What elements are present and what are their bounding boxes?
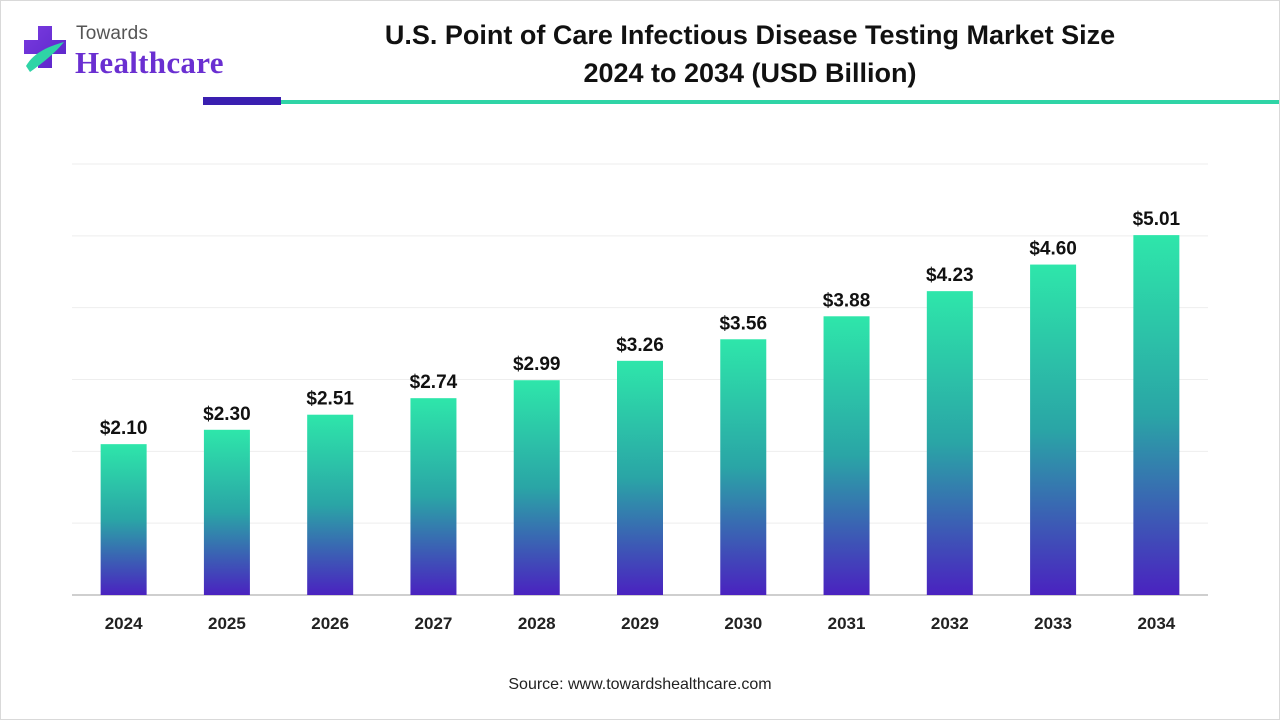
x-tick-label-2031: 2031 [828, 614, 866, 633]
value-label-2026: $2.51 [306, 389, 354, 410]
value-label-2030: $3.56 [719, 313, 767, 334]
medical-cross-icon [24, 26, 66, 72]
bar-2025 [203, 429, 250, 595]
value-labels: $2.10 $2.30 $2.51 $2.74 $2.99 $3.26 $3.56 $3.88… [100, 209, 1181, 439]
x-tick-label-2025: 2025 [208, 614, 246, 633]
x-tick-label-2032: 2032 [931, 614, 969, 633]
brand-logo: Towards Healthcare [20, 22, 240, 82]
bar-2024 [100, 444, 147, 595]
chart-title-line-1: U.S. Point of Care Infectious Disease Te… [384, 20, 1116, 50]
x-tick-label-2030: 2030 [724, 614, 762, 633]
value-label-2031: $3.88 [823, 290, 871, 311]
x-axis-ticks: 2024 2025 2026 2027 2028 2029 2030 2031 2032 2033… [105, 614, 1176, 633]
value-label-2033: $4.60 [1029, 239, 1077, 260]
x-tick-label-2033: 2033 [1034, 614, 1072, 633]
value-label-2025: $2.30 [203, 404, 251, 425]
logo-text-towards: Towards [76, 23, 149, 44]
value-label-2028: $2.99 [513, 354, 561, 375]
bar-2026 [307, 414, 354, 595]
bar-2030 [720, 339, 767, 595]
x-tick-label-2027: 2027 [415, 614, 453, 633]
value-label-2029: $3.26 [616, 335, 664, 356]
bar-2032 [926, 291, 973, 595]
x-tick-label-2024: 2024 [105, 614, 143, 633]
x-tick-label-2026: 2026 [311, 614, 349, 633]
x-tick-label-2034: 2034 [1137, 614, 1175, 633]
x-tick-label-2029: 2029 [621, 614, 659, 633]
value-label-2032: $4.23 [926, 265, 974, 286]
bar-2033 [1030, 264, 1077, 595]
bar-2027 [410, 398, 457, 595]
x-tick-label-2028: 2028 [518, 614, 556, 633]
value-label-2034: $5.01 [1133, 209, 1181, 230]
title-underline-accent [203, 97, 281, 105]
value-label-2024: $2.10 [100, 418, 148, 439]
source-note: Source: www.towardshealthcare.com [508, 676, 772, 693]
bar-2034 [1133, 235, 1180, 596]
chart-title: U.S. Point of Care Infectious Disease Te… [290, 16, 1210, 92]
logo-text-healthcare: Healthcare [75, 45, 224, 80]
bar-2028 [513, 380, 560, 595]
chart-title-line-2: 2024 to 2034 (USD Billion) [583, 58, 917, 88]
bars [100, 235, 1180, 596]
bar-2031 [823, 316, 870, 595]
bar-2029 [617, 360, 663, 595]
value-label-2027: $2.74 [410, 372, 458, 393]
title-underline-rule [281, 100, 1279, 104]
